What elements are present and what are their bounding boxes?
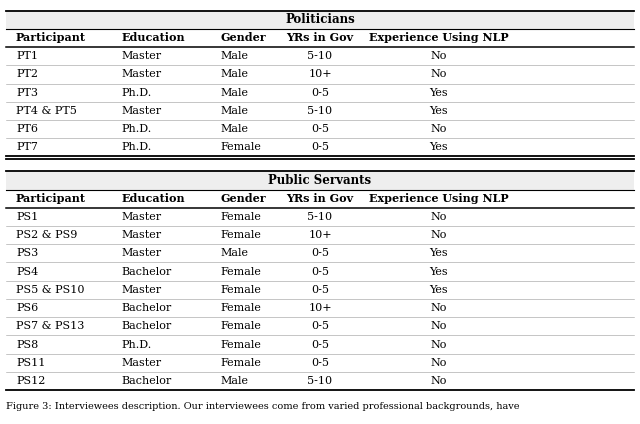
Text: Master: Master [122,358,162,368]
Text: No: No [430,340,447,349]
Text: No: No [430,358,447,368]
Text: Male: Male [221,248,249,258]
Text: 0-5: 0-5 [311,267,329,276]
Text: 5-10: 5-10 [307,376,333,386]
Text: Male: Male [221,106,249,116]
Text: Yes: Yes [429,88,448,98]
Text: Yes: Yes [429,267,448,276]
Text: No: No [430,124,447,134]
Text: PS1: PS1 [16,212,38,222]
Text: Figure 3: Interviewees description. Our interviewees come from varied profession: Figure 3: Interviewees description. Our … [6,402,520,411]
Text: 10+: 10+ [308,70,332,79]
Text: Male: Male [221,124,249,134]
Text: PS4: PS4 [16,267,38,276]
Text: PS5 & PS10: PS5 & PS10 [16,285,84,295]
Text: Public Servants: Public Servants [268,174,372,187]
Text: Ph.D.: Ph.D. [122,88,152,98]
Text: No: No [430,51,447,61]
Text: Education: Education [122,33,185,43]
Text: No: No [430,303,447,313]
Text: PT4 & PT5: PT4 & PT5 [16,106,77,116]
Text: PS3: PS3 [16,248,38,258]
Text: Gender: Gender [221,193,266,204]
Text: Master: Master [122,106,162,116]
Text: Education: Education [122,193,185,204]
Text: Male: Male [221,88,249,98]
Text: Male: Male [221,51,249,61]
Text: PS2 & PS9: PS2 & PS9 [16,230,77,240]
Text: Yes: Yes [429,285,448,295]
Text: Participant: Participant [16,193,86,204]
Text: Male: Male [221,70,249,79]
Text: PS8: PS8 [16,340,38,349]
Text: Female: Female [221,285,262,295]
Text: PS6: PS6 [16,303,38,313]
Text: PT3: PT3 [16,88,38,98]
Text: Experience Using NLP: Experience Using NLP [369,33,508,43]
Text: Female: Female [221,267,262,276]
Text: Master: Master [122,212,162,222]
Text: 5-10: 5-10 [307,212,333,222]
Text: Female: Female [221,303,262,313]
Text: 0-5: 0-5 [311,358,329,368]
Text: No: No [430,212,447,222]
Text: 5-10: 5-10 [307,51,333,61]
Text: PT7: PT7 [16,142,38,152]
Text: 10+: 10+ [308,230,332,240]
Text: 0-5: 0-5 [311,88,329,98]
Text: Participant: Participant [16,33,86,43]
Text: 0-5: 0-5 [311,321,329,331]
Text: Bachelor: Bachelor [122,267,172,276]
Text: No: No [430,376,447,386]
Text: PS11: PS11 [16,358,45,368]
Text: Bachelor: Bachelor [122,321,172,331]
Text: Experience Using NLP: Experience Using NLP [369,193,508,204]
Text: Female: Female [221,340,262,349]
Text: YRs in Gov: YRs in Gov [287,33,353,43]
Text: Master: Master [122,70,162,79]
Bar [6,11,634,29]
Text: Female: Female [221,142,262,152]
Text: Master: Master [122,248,162,258]
Text: Male: Male [221,376,249,386]
Text: Ph.D.: Ph.D. [122,340,152,349]
Text: Yes: Yes [429,106,448,116]
Text: PS12: PS12 [16,376,45,386]
Text: 10+: 10+ [308,303,332,313]
Text: 0-5: 0-5 [311,142,329,152]
Text: PS7 & PS13: PS7 & PS13 [16,321,84,331]
Text: Female: Female [221,212,262,222]
Text: 0-5: 0-5 [311,340,329,349]
Text: Yes: Yes [429,248,448,258]
Text: Master: Master [122,285,162,295]
Text: Female: Female [221,230,262,240]
Text: Ph.D.: Ph.D. [122,124,152,134]
Text: 0-5: 0-5 [311,124,329,134]
Text: Gender: Gender [221,33,266,43]
Text: PT6: PT6 [16,124,38,134]
Text: 0-5: 0-5 [311,248,329,258]
Text: YRs in Gov: YRs in Gov [287,193,353,204]
Text: No: No [430,230,447,240]
Text: No: No [430,70,447,79]
Text: Ph.D.: Ph.D. [122,142,152,152]
Text: Female: Female [221,321,262,331]
Bar [6,171,634,190]
Text: Bachelor: Bachelor [122,376,172,386]
Text: Yes: Yes [429,142,448,152]
Text: Female: Female [221,358,262,368]
Text: No: No [430,321,447,331]
Text: Politicians: Politicians [285,13,355,26]
Text: Bachelor: Bachelor [122,303,172,313]
Text: PT1: PT1 [16,51,38,61]
Text: Master: Master [122,230,162,240]
Text: PT2: PT2 [16,70,38,79]
Text: Master: Master [122,51,162,61]
Text: 0-5: 0-5 [311,285,329,295]
Text: 5-10: 5-10 [307,106,333,116]
